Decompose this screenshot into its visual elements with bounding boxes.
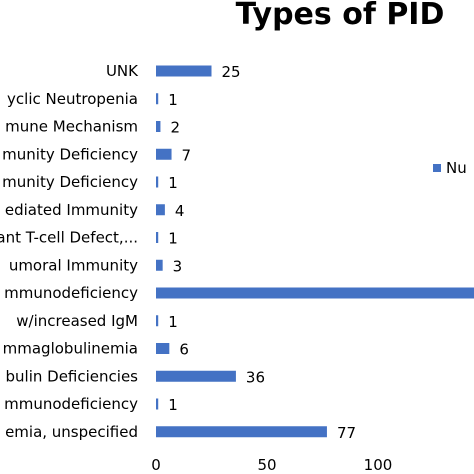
bar: [156, 343, 170, 354]
category-label: mune Mechanism: [5, 118, 138, 136]
category-label: munity Deficiency: [2, 173, 138, 191]
bar: [156, 65, 212, 77]
chart-title: Types of PID: [236, 0, 445, 32]
data-label: 7: [182, 146, 192, 164]
category-label: mmunodeficiency: [4, 284, 138, 302]
data-label: 77: [337, 424, 356, 442]
data-label: 2: [170, 119, 180, 137]
category-label: yclic Neutropenia: [7, 90, 138, 108]
bar: [156, 148, 172, 160]
data-label: 1: [168, 230, 178, 248]
bar: [156, 315, 159, 327]
category-label: nant T-cell Defect,...: [0, 229, 138, 247]
category-label: mmunodeficiency: [4, 395, 138, 413]
data-label: 1: [168, 91, 178, 109]
data-label: 1: [168, 313, 178, 331]
category-label: munity Deficiency: [2, 145, 138, 163]
legend: Nu: [433, 159, 467, 177]
bar: [156, 176, 159, 188]
x-tick-label: 50: [257, 456, 276, 474]
data-label: 3: [173, 257, 183, 275]
plot-area: UNK 25 yclic Neutropenia 1 mune Mechanism 2 mu…: [0, 62, 474, 474]
data-label: 1: [168, 174, 178, 192]
x-tick-label: 0: [151, 456, 161, 474]
bar: [156, 232, 159, 243]
data-label: 25: [222, 63, 241, 81]
bar: [156, 426, 327, 438]
category-label: UNK: [106, 62, 139, 80]
category-label: ediated Immunity: [5, 201, 138, 219]
x-tick-label: 100: [364, 456, 393, 474]
bar: [156, 259, 163, 271]
bar: [156, 398, 159, 410]
category-label: bulin Deficiencies: [6, 367, 139, 385]
bar: [156, 370, 236, 382]
data-label: 36: [246, 368, 265, 386]
bar: [156, 93, 159, 105]
data-label: 6: [179, 341, 189, 359]
legend-swatch: [433, 164, 441, 172]
data-label: 1: [168, 396, 178, 414]
category-label: emia, unspecified: [5, 423, 138, 441]
legend-label: Nu: [446, 159, 467, 177]
bar: [156, 121, 161, 132]
category-label: mmaglobulinemia: [3, 340, 138, 358]
category-label: umoral Immunity: [9, 256, 138, 274]
category-label: w/increased IgM: [16, 312, 138, 330]
data-label: 4: [175, 202, 185, 220]
bar: [156, 204, 165, 216]
bar: [156, 287, 474, 299]
